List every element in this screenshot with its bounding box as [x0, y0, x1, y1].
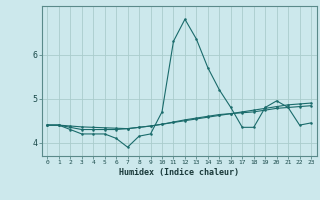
X-axis label: Humidex (Indice chaleur): Humidex (Indice chaleur)	[119, 168, 239, 177]
